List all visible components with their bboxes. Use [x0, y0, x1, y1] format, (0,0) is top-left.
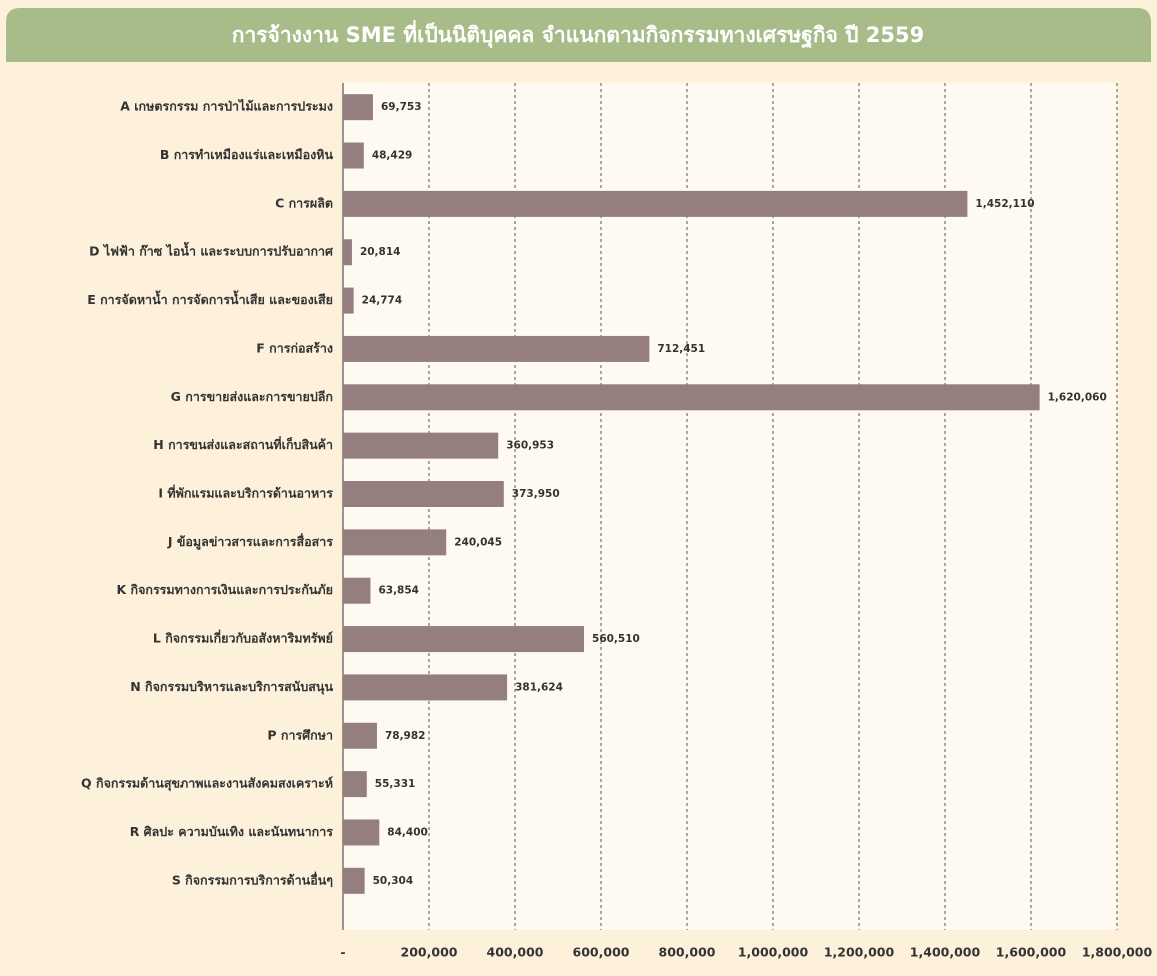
y-tick-label: B การทำเหมืองแร่และเหมืองหิน [160, 147, 334, 162]
value-label: 381,624 [515, 681, 563, 693]
value-label: 240,045 [454, 536, 502, 548]
y-tick-label: H การขนส่งและสถานที่เก็บสินค้า [153, 436, 333, 452]
x-tick-label: 200,000 [401, 945, 458, 960]
value-label: 1,452,110 [975, 198, 1034, 210]
y-tick-label: E การจัดหาน้ำ การจัดการน้ำเสีย และของเสี… [87, 290, 333, 307]
y-tick-label: L กิจกรรมเกี่ยวกับอสังหาริมทรัพย์ [153, 630, 333, 646]
x-tick-label: 800,000 [659, 945, 716, 960]
bar [343, 384, 1040, 411]
value-label: 1,620,060 [1048, 391, 1107, 403]
x-tick-label: 400,000 [487, 945, 544, 960]
value-label: 84,400 [387, 826, 428, 838]
x-tick-label: 1,000,000 [738, 945, 809, 960]
bar [343, 819, 380, 846]
value-label: 360,953 [506, 440, 554, 452]
bar [343, 626, 585, 653]
value-label: 48,429 [372, 150, 413, 162]
bar [343, 674, 508, 701]
bar [343, 481, 504, 507]
bar [343, 867, 365, 894]
value-label: 55,331 [375, 778, 416, 790]
chart-title: การจ้างงาน SME ที่เป็นนิติบุคคล จำแนกตาม… [232, 19, 924, 49]
y-tick-label: I ที่พักแรมและบริการด้านอาหาร [158, 485, 333, 501]
value-label: 712,451 [657, 343, 705, 355]
value-label: 560,510 [592, 633, 640, 645]
y-tick-label: F การก่อสร้าง [256, 340, 333, 355]
y-tick-label: D ไฟฟ้า ก๊าซ ไอน้ำ และระบบการปรับอากาศ [89, 242, 334, 259]
x-tick-label: 1,400,000 [910, 945, 981, 960]
y-tick-label: P การศึกษา [267, 727, 333, 742]
value-label: 69,753 [381, 101, 422, 113]
value-label: 78,982 [385, 730, 426, 742]
value-label: 63,854 [378, 585, 419, 597]
bar [343, 722, 377, 749]
bar [343, 190, 968, 217]
bar [343, 239, 352, 266]
x-tick-label: 1,200,000 [824, 945, 895, 960]
bar [343, 529, 447, 556]
x-tick-label: 1,600,000 [996, 945, 1067, 960]
y-tick-label: C การผลิต [275, 195, 333, 210]
bar [343, 432, 499, 459]
value-label: 373,950 [512, 488, 560, 500]
y-tick-label: Q กิจกรรมด้านสุขภาพและงานสังคมสงเคราะห์ [81, 776, 333, 792]
y-tick-label: J ข้อมูลข่าวสารและการสื่อสาร [167, 533, 333, 550]
y-tick-label: G การขายส่งและการขายปลีก [171, 389, 333, 404]
bar [343, 577, 371, 604]
bar [343, 287, 354, 314]
y-tick-label: S กิจกรรมการบริการด้านอื่นๆ [172, 871, 333, 887]
bar [343, 771, 367, 798]
y-tick-label: R ศิลปะ ความบันเทิง และนันทนาการ [130, 824, 334, 839]
header-bar [6, 8, 1151, 62]
y-tick-label: A เกษตรกรรม การป่าไม้และการประมง [120, 99, 333, 114]
y-tick-label: N กิจกรรมบริหารและบริการสนับสนุน [130, 679, 333, 695]
value-label: 24,774 [362, 295, 403, 307]
value-label: 20,814 [360, 246, 401, 258]
y-tick-label: K กิจกรรมทางการเงินและการประกันภัย [116, 582, 333, 597]
x-tick-label: 600,000 [573, 945, 630, 960]
bar [343, 94, 373, 121]
bar [343, 335, 650, 362]
value-label: 50,304 [373, 875, 414, 887]
x-tick-label: 1,800,000 [1082, 945, 1153, 960]
bar [343, 142, 364, 169]
x-tick-label: - [340, 945, 345, 960]
